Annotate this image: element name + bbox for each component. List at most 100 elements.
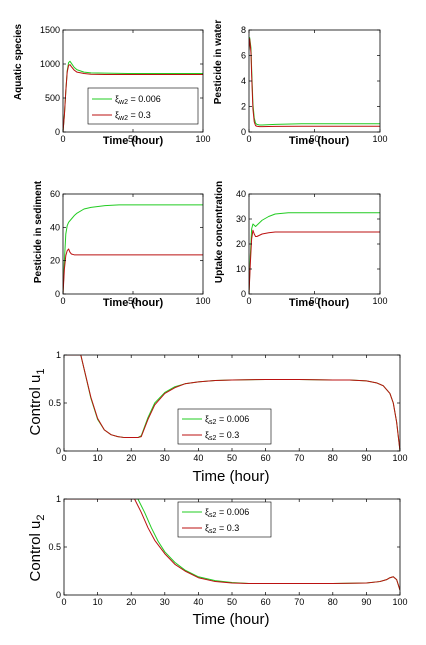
legend-xi: ξ	[205, 414, 209, 424]
legend-u2-box	[177, 501, 272, 538]
x-tick-label-u2: 70	[294, 597, 304, 607]
chart-control-u1: Control u1 Time (hour) 0 10 20 30 40 50 60 70 80…	[27, 350, 408, 485]
y-tick-label-water: 6	[241, 51, 246, 61]
ylabel-u1-sub: 1	[35, 369, 47, 375]
legend-aquatic-green-label: ξw2 = 0.006	[115, 94, 161, 106]
legend-sub: s2	[209, 512, 217, 519]
y-tick-label-sediment: 20	[50, 256, 60, 266]
legend-val: = 0.006	[216, 414, 249, 424]
y-tick-label-water: 0	[241, 127, 246, 137]
legend-xi: ξ	[205, 523, 209, 533]
xlabel-aquatic: Time (hour)	[103, 135, 164, 147]
x-tick-label-u2: 100	[392, 597, 407, 607]
x-tick-label-u1: 20	[126, 453, 136, 463]
x-tick-label-u2: 50	[227, 597, 237, 607]
x-tick-label-aquatic: 100	[195, 134, 210, 144]
xlabel-water: Time (hour)	[289, 135, 350, 147]
x-tick-label-u2: 80	[328, 597, 338, 607]
plot-area-water	[249, 30, 380, 132]
legend-aquatic-red-label: ξw2 = 0.3	[115, 110, 151, 122]
y-tick-label-u1: 0.5	[48, 398, 61, 408]
legend-u2-green-label: ξs2 = 0.006	[205, 507, 249, 519]
y-tick-label-u2: 0.5	[48, 542, 61, 552]
y-tick-label-uptake: 20	[236, 239, 246, 249]
legend-u2: ξs2 = 0.006 ξs2 = 0.3	[177, 501, 272, 538]
series-line-uptake-red	[249, 229, 380, 294]
x-tick-label-aquatic: 50	[128, 134, 138, 144]
y-tick-label-u2: 0	[56, 590, 61, 600]
y-tick-label-water: 8	[241, 25, 246, 35]
x-tick-label-water: 0	[246, 134, 251, 144]
legend-xi: ξ	[115, 110, 119, 120]
x-tick-label-u1: 50	[227, 453, 237, 463]
legend-val: = 0.006	[128, 94, 161, 104]
y-tick-label-uptake: 30	[236, 214, 246, 224]
legend-sub: s2	[209, 435, 217, 442]
chart-uptake-concentration: Uptake concentration Time (hour) 0 50 100 0…	[214, 181, 388, 309]
chart-pesticide-water: Pesticide in water Time (hour) 0 50 100 0 2 4…	[213, 20, 388, 147]
series-line-water-red	[249, 38, 380, 128]
y-tick-label-u1: 1	[56, 350, 61, 360]
ylabel-u2-main: Control u	[27, 521, 44, 582]
x-tick-label-u1: 40	[193, 453, 203, 463]
x-tick-label-u2: 30	[160, 597, 170, 607]
legend-sub: w2	[118, 99, 128, 106]
legend-xi: ξ	[205, 507, 209, 517]
x-tick-label-uptake: 0	[246, 296, 251, 306]
ylabel-u2: Control u2	[27, 515, 47, 582]
legend-xi: ξ	[115, 94, 119, 104]
legend-u2-red-label: ξs2 = 0.3	[205, 523, 239, 535]
legend-sub: s2	[209, 528, 217, 535]
ylabel-sediment: Pesticide in sediment	[33, 180, 44, 283]
legend-val: = 0.3	[216, 523, 239, 533]
y-tick-label-aquatic: 1500	[40, 25, 60, 35]
legend-u1-red-label: ξs2 = 0.3	[205, 430, 239, 442]
plot-area-uptake	[249, 194, 380, 294]
x-tick-label-u1: 80	[328, 453, 338, 463]
y-tick-label-water: 4	[241, 76, 246, 86]
xlabel-uptake: Time (hour)	[289, 297, 350, 309]
x-tick-label-u1: 0	[61, 453, 66, 463]
legend-aquatic-box	[87, 87, 199, 125]
ylabel-uptake: Uptake concentration	[214, 181, 225, 283]
legend-sub: s2	[209, 419, 217, 426]
x-tick-label-u1: 30	[160, 453, 170, 463]
x-tick-label-u2: 90	[361, 597, 371, 607]
y-tick-label-sediment: 0	[55, 289, 60, 299]
y-tick-label-water: 2	[241, 102, 246, 112]
series-line-sediment-red	[63, 248, 203, 294]
ylabel-u2-sub: 2	[35, 515, 47, 521]
plot-area-sediment	[63, 194, 203, 294]
y-tick-label-uptake: 10	[236, 264, 246, 274]
x-tick-label-u1: 100	[392, 453, 407, 463]
xlabel-u1: Time (hour)	[193, 468, 270, 485]
series-line-uptake-green	[249, 212, 380, 294]
x-tick-label-sediment: 50	[128, 296, 138, 306]
x-tick-label-water: 50	[309, 134, 319, 144]
x-tick-label-u1: 10	[93, 453, 103, 463]
series-line-sediment-green	[63, 204, 203, 294]
ylabel-water: Pesticide in water	[213, 20, 224, 105]
legend-aquatic: ξw2 = 0.006 ξw2 = 0.3	[87, 87, 199, 125]
x-tick-label-uptake: 100	[372, 296, 387, 306]
x-tick-label-sediment: 0	[60, 296, 65, 306]
x-tick-label-u2: 60	[261, 597, 271, 607]
y-tick-label-u1: 0	[56, 446, 61, 456]
legend-xi: ξ	[205, 430, 209, 440]
x-tick-label-u2: 20	[126, 597, 136, 607]
x-tick-label-u2: 0	[61, 597, 66, 607]
x-tick-label-u2: 10	[93, 597, 103, 607]
legend-val: = 0.3	[128, 110, 151, 120]
y-tick-label-aquatic: 0	[55, 127, 60, 137]
ylabel-u1: Control u1	[27, 369, 47, 436]
legend-val: = 0.3	[216, 430, 239, 440]
y-tick-label-aquatic: 1000	[40, 59, 60, 69]
x-tick-label-u2: 40	[193, 597, 203, 607]
chart-pesticide-sediment: Pesticide in sediment Time (hour) 0 50 100…	[33, 180, 211, 309]
chart-aquatic-species: Aquatic species Time (hour) 0 50 100050010…	[13, 23, 211, 147]
series-line-u1-red	[64, 355, 400, 451]
y-tick-label-uptake: 40	[236, 189, 246, 199]
xlabel-u2: Time (hour)	[193, 611, 270, 628]
x-tick-label-u1: 90	[361, 453, 371, 463]
